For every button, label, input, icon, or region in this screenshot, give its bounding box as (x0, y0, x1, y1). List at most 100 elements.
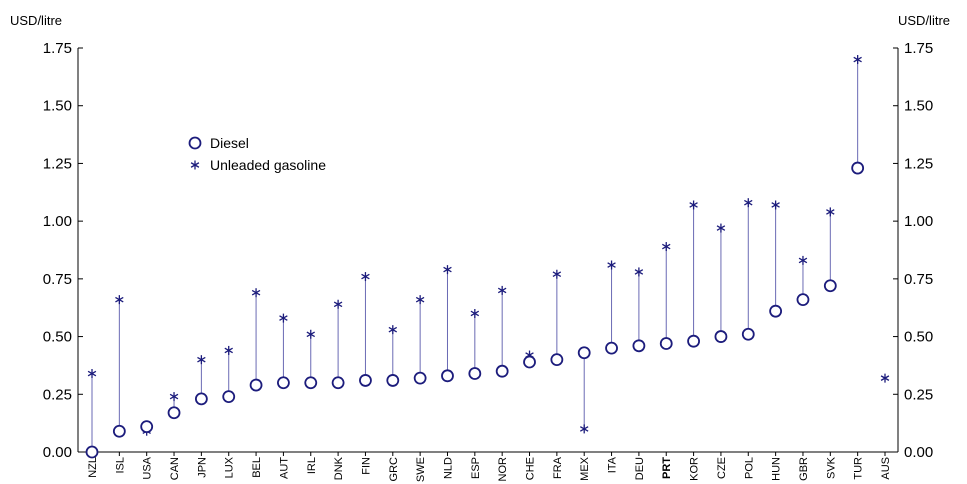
category-label: JPN (196, 457, 208, 478)
right-y-tick-label: 1.25 (904, 155, 933, 172)
category-label: ESP (470, 457, 482, 479)
asterisk-stroke (470, 310, 480, 317)
right-y-tick-label: 1.75 (904, 40, 933, 57)
left-y-tick-label: 0.00 (43, 444, 72, 461)
category-label: HUN (771, 457, 783, 481)
left-y-tick-label: 1.00 (43, 213, 72, 230)
category-label: CHE (525, 457, 537, 480)
diesel-point (277, 376, 290, 390)
right-y-tick-label: 0.50 (904, 329, 933, 346)
gasoline-point (744, 198, 753, 208)
diesel-point (140, 420, 154, 434)
gasoline-point (333, 299, 343, 309)
gasoline-point (552, 269, 562, 279)
diesel-point (659, 337, 673, 350)
gasoline-point (771, 200, 780, 210)
axes: 0.00 0.00 0.25 0.25 0.50 0.50 0.75 0.75 1.00 1.00… (43, 40, 933, 461)
category-label: NOR (497, 457, 509, 482)
right-y-tick-label: 1.50 (904, 98, 933, 115)
gasoline-point (880, 373, 890, 383)
asterisk-stroke (197, 356, 206, 363)
category-label: GRC (388, 457, 400, 482)
asterisk-stroke (607, 262, 616, 268)
left-y-tick-label: 0.75 (43, 271, 72, 288)
diesel-point (687, 334, 700, 348)
category-label: TUR (853, 457, 865, 480)
category-label: CZE (716, 457, 728, 479)
gasoline-point (716, 223, 726, 233)
asterisk-stroke (716, 225, 726, 231)
category-label: BEL (251, 457, 263, 478)
asterisk-stroke (388, 326, 398, 333)
asterisk-stroke (826, 209, 835, 215)
asterisk-stroke (361, 273, 370, 280)
gasoline-point (415, 295, 425, 305)
gasoline-point (634, 267, 644, 277)
diesel-point (523, 355, 536, 369)
gasoline-point (798, 255, 808, 265)
asterisk-stroke (190, 162, 200, 168)
gasoline-point (662, 242, 671, 252)
asterisk-stroke (169, 393, 179, 400)
asterisk-stroke (662, 243, 671, 250)
asterisk-stroke (689, 202, 698, 208)
diesel-point (167, 406, 181, 420)
asterisk-stroke (87, 370, 97, 377)
diesel-point (714, 330, 728, 343)
gasoline-point (579, 424, 589, 434)
asterisk-stroke (853, 56, 862, 63)
diesel-point (577, 346, 591, 360)
category-label: FIN (360, 457, 372, 475)
asterisk-stroke (279, 315, 288, 321)
diesel-point (85, 445, 99, 459)
left-y-tick-label: 1.50 (43, 98, 72, 115)
asterisk-stroke (880, 375, 890, 381)
gasoline-point (497, 285, 507, 295)
diesel-point (495, 364, 509, 378)
category-label: ITA (607, 456, 619, 473)
asterisk-stroke (415, 296, 425, 303)
gasoline-point (607, 260, 616, 270)
left-y-tick-label: 0.50 (43, 329, 72, 346)
category-label: DNK (333, 456, 345, 480)
asterisk-stroke (744, 199, 753, 206)
diesel-point (796, 293, 810, 307)
gasoline-point (197, 355, 206, 365)
category-label: ISL (114, 457, 126, 474)
category-label: FRA (552, 456, 564, 479)
category-label: PRT (661, 457, 673, 479)
category-label: AUT (278, 457, 290, 479)
category-label: GBR (798, 457, 810, 481)
data-markers (85, 55, 890, 459)
diesel-point (441, 369, 454, 383)
category-label: AUS (880, 457, 892, 480)
diesel-point (331, 376, 345, 390)
asterisk-stroke (115, 296, 124, 303)
category-label: CAN (169, 457, 181, 480)
category-labels: NZL ISL USA CAN JPN LUX BEL AUT IRL DNK FIN GRC SWE N… (87, 456, 892, 482)
diesel-point (222, 390, 236, 403)
category-label: NZL (87, 457, 99, 478)
diesel-point (468, 367, 482, 380)
left-y-tick-label: 1.25 (43, 155, 72, 172)
gasoline-point (279, 313, 288, 323)
diesel-point (304, 376, 318, 390)
right-y-tick-label: 0.00 (904, 444, 933, 461)
left-y-tick-label: 1.75 (43, 40, 72, 57)
category-label: LUX (224, 456, 236, 478)
diesel-point (741, 327, 755, 341)
diesel-point (823, 279, 837, 293)
right-y-tick-label: 0.25 (904, 386, 933, 403)
gasoline-point (361, 272, 370, 282)
asterisk-stroke (306, 331, 315, 338)
asterisk-stroke (497, 287, 507, 294)
gasoline-point (443, 265, 452, 275)
diesel-point (249, 378, 263, 392)
asterisk-stroke (552, 271, 562, 278)
diesel-point (413, 371, 427, 385)
gasoline-point (87, 369, 97, 379)
category-label: NLD (442, 457, 454, 479)
diesel-point (605, 341, 618, 355)
legend-gasoline-label: Unleaded gasoline (210, 157, 326, 173)
